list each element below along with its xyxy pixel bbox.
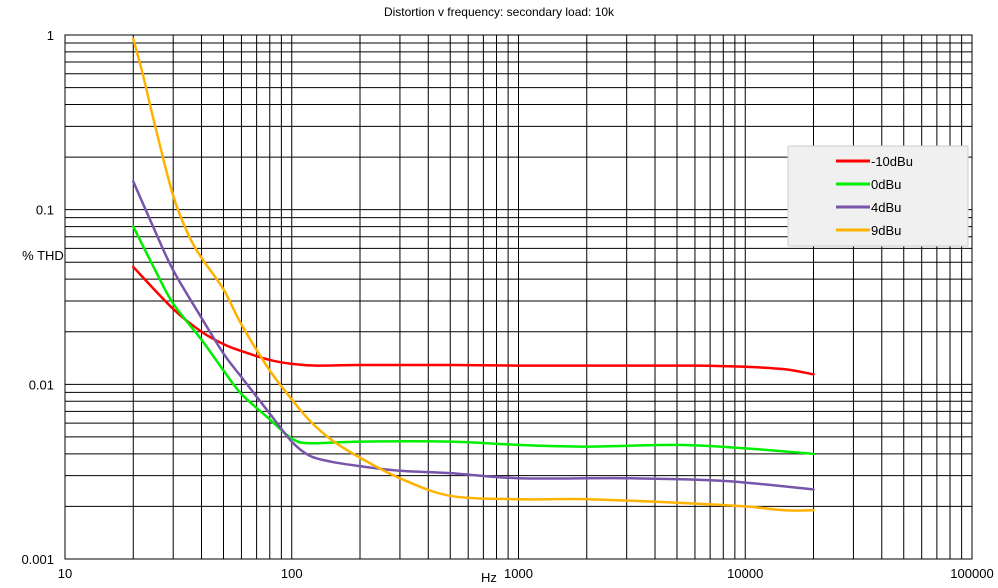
series-layer [132,37,815,512]
chart-title: Distortion v frequency: secondary load: … [384,5,615,19]
tick-labels: 10 100 1000 10000 100000 0.001 0.01 0.1 1 [21,28,993,581]
series-line-9dBu [132,37,815,512]
y-tick-label: 0.01 [29,377,54,392]
x-tick-label: 100 [281,566,303,581]
legend: -10dBu 0dBu 4dBu 9dBu [787,145,969,247]
y-tick-label: 0.001 [21,552,54,567]
plot-border [64,34,973,560]
series-line-0dBu [132,225,815,456]
x-tick-label: 10 [58,566,72,581]
y-tick-label: 0.1 [36,203,54,218]
x-tick-label: 1000 [504,566,533,581]
y-tick-label: 1 [47,28,54,43]
series-line--10dBu [132,265,815,376]
grid [65,35,972,559]
legend-label: -10dBu [871,154,913,169]
legend-label: 0dBu [871,177,901,192]
legend-label: 9dBu [871,223,901,238]
legend-label: 4dBu [871,200,901,215]
y-axis-label: % THD [22,248,64,263]
series-line-4dBu [132,180,815,491]
x-tick-label: 100000 [950,566,993,581]
legend-box [787,145,969,247]
x-axis-label: Hz [481,570,497,585]
x-tick-label: 10000 [727,566,763,581]
